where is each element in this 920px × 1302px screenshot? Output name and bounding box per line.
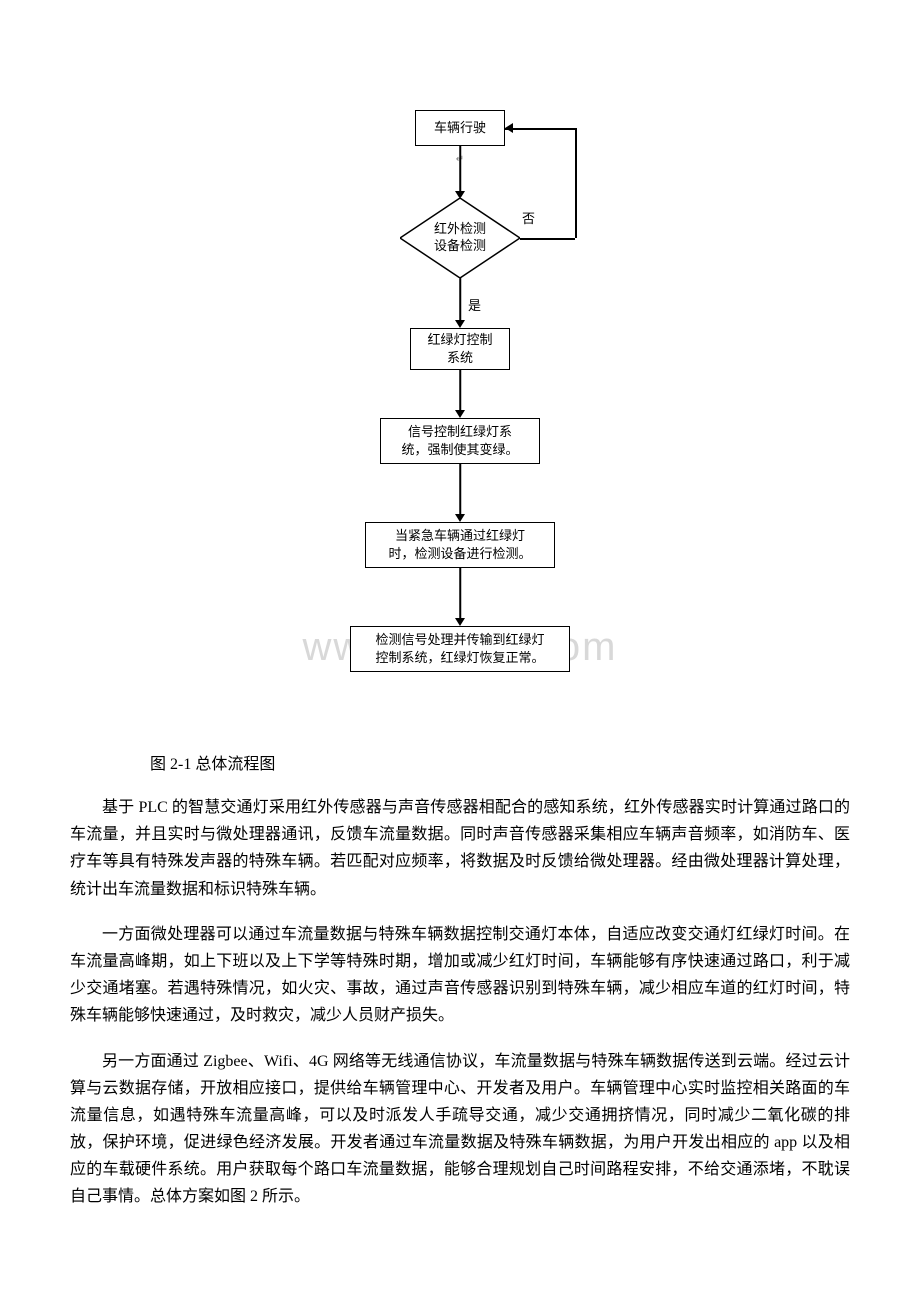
arrow-line	[459, 146, 461, 191]
node-label: 检测信号处理并传输到红绿灯控制系统，红绿灯恢复正常。	[375, 631, 544, 667]
body-paragraph: 基于 PLC 的智慧交通灯采用红外传感器与声音传感器相配合的感知系统，红外传感器…	[70, 794, 850, 903]
edge-label-no: 否	[522, 208, 535, 227]
arrow-head	[455, 410, 465, 418]
flowchart-diagram: 车辆行驶 ↵ 红外检测设备检测 否 是 红绿灯控制系统	[310, 110, 610, 730]
arrow-line	[459, 370, 461, 410]
node-label: 车辆行驶	[434, 119, 486, 137]
node-label: 红外检测设备检测	[415, 221, 505, 255]
node-label: 当紧急车辆通过红绿灯时，检测设备进行检测。	[388, 527, 531, 563]
node-label: 信号控制红绿灯系统，强制使其变绿。	[401, 423, 518, 459]
flowchart-node-control: 红绿灯控制系统	[410, 328, 510, 370]
arrow-head	[455, 320, 465, 328]
body-paragraph: 一方面微处理器可以通过车流量数据与特殊车辆数据控制交通灯本体，自适应改变交通灯红…	[70, 921, 850, 1030]
arrow-line	[459, 278, 461, 320]
flowchart-node-decision: 红外检测设备检测	[400, 198, 520, 278]
feedback-line	[575, 128, 577, 238]
flowchart-node-start: 车辆行驶	[415, 110, 505, 146]
flowchart-node-emergency: 当紧急车辆通过红绿灯时，检测设备进行检测。	[365, 522, 555, 568]
figure-caption: 图 2-1 总体流程图	[150, 750, 850, 774]
flowchart-node-signal: 信号控制红绿灯系统，强制使其变绿。	[380, 418, 540, 464]
document-content: 车辆行驶 ↵ 红外检测设备检测 否 是 红绿灯控制系统	[70, 110, 850, 1211]
arrow-head-left	[505, 123, 513, 133]
arrow-line	[459, 568, 461, 618]
arrow-head	[455, 618, 465, 626]
feedback-line	[520, 238, 575, 240]
arrow-head	[455, 514, 465, 522]
flowchart-node-restore: 检测信号处理并传输到红绿灯控制系统，红绿灯恢复正常。	[350, 626, 570, 672]
node-label: 红绿灯控制系统	[427, 331, 492, 367]
feedback-line	[505, 128, 575, 130]
arrow-line	[459, 464, 461, 514]
body-paragraph: 另一方面通过 Zigbee、Wifi、4G 网络等无线通信协议，车流量数据与特殊…	[70, 1048, 850, 1211]
edge-label-yes: 是	[468, 295, 481, 314]
